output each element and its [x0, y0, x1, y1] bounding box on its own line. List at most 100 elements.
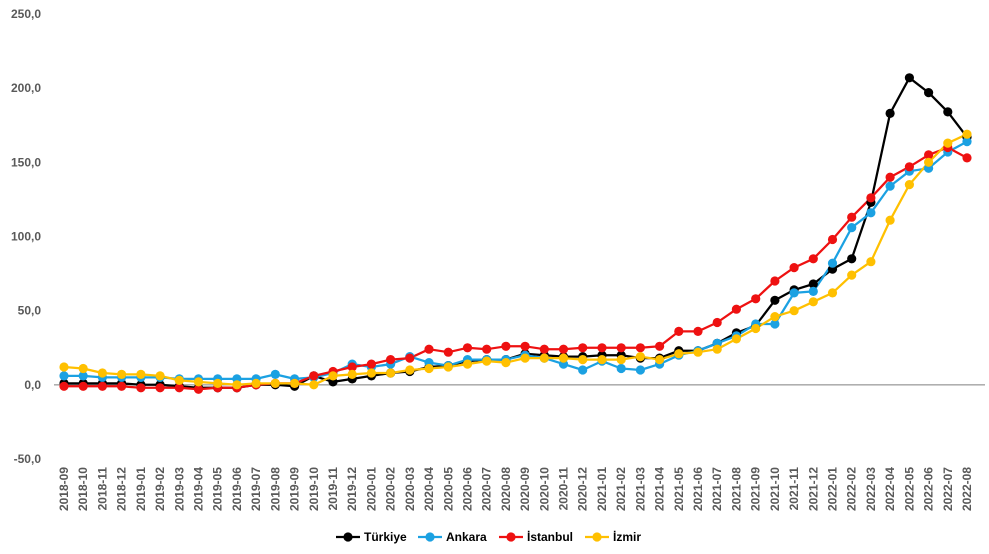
x-tick-label: 2019-02	[153, 467, 167, 511]
data-point	[885, 215, 895, 225]
data-point	[136, 383, 146, 393]
x-tick-label: 2021-02	[614, 467, 628, 511]
x-tick-label: 2019-03	[172, 467, 186, 511]
legend-label: Ankara	[446, 530, 487, 544]
data-point	[924, 150, 934, 160]
data-point	[405, 365, 415, 375]
data-point	[424, 363, 434, 374]
x-tick-label: 2020-08	[499, 467, 513, 511]
y-tick-label: 200,0	[11, 81, 41, 95]
data-point	[482, 344, 492, 354]
data-point	[270, 378, 280, 388]
data-point	[674, 349, 684, 359]
data-point	[501, 358, 511, 368]
data-point	[59, 362, 69, 372]
data-point	[789, 288, 799, 298]
data-point	[443, 362, 453, 372]
data-point	[443, 347, 453, 357]
data-point	[78, 363, 88, 374]
data-point	[789, 263, 799, 273]
data-point	[117, 381, 127, 391]
x-tick-label: 2019-06	[230, 467, 244, 511]
data-point	[405, 353, 415, 363]
x-tick-label: 2021-07	[710, 467, 724, 511]
data-point	[117, 369, 127, 379]
data-point	[770, 319, 780, 329]
data-point	[290, 378, 300, 388]
x-tick-label: 2020-01	[364, 467, 378, 511]
data-point	[193, 377, 204, 387]
data-point	[539, 344, 549, 354]
data-point	[731, 334, 742, 344]
data-point	[520, 353, 530, 363]
data-point	[558, 344, 569, 354]
data-point	[904, 162, 915, 172]
data-point	[866, 208, 876, 218]
legend: Türkiye Ankara İstanbul İzmir	[336, 529, 641, 544]
data-point	[347, 362, 357, 372]
x-tick-label: 2022-07	[941, 467, 955, 511]
data-point	[616, 355, 626, 365]
data-point	[655, 355, 665, 365]
legend-label: İzmir	[613, 529, 641, 544]
data-point	[578, 343, 588, 353]
data-point	[885, 108, 895, 118]
x-tick-label: 2018-09	[57, 467, 71, 511]
data-point	[885, 181, 895, 191]
x-tick-label: 2020-04	[422, 467, 436, 511]
x-tick-label: 2021-01	[595, 467, 609, 511]
data-point	[770, 312, 780, 322]
data-point	[655, 341, 665, 351]
data-point	[616, 343, 626, 353]
data-point	[847, 212, 857, 222]
x-tick-label: 2018-12	[115, 467, 129, 511]
data-point	[962, 153, 972, 163]
legend-label: Türkiye	[364, 530, 407, 544]
data-point	[539, 353, 549, 363]
data-point	[309, 371, 319, 381]
x-tick-label: 2022-03	[864, 467, 878, 511]
data-point	[59, 381, 69, 391]
y-tick-label: 50,0	[18, 304, 42, 318]
legend-swatch-marker	[343, 532, 353, 542]
data-point	[962, 129, 972, 139]
x-tick-label: 2020-02	[384, 467, 398, 511]
x-tick-label: 2018-11	[95, 467, 109, 511]
x-tick-label: 2019-08	[268, 467, 282, 511]
data-point	[193, 384, 204, 394]
legend-swatch-marker	[592, 532, 602, 542]
data-point	[558, 353, 569, 363]
series-line-0	[64, 76, 968, 389]
data-point	[155, 371, 165, 381]
x-tick-label: 2020-07	[480, 467, 494, 511]
data-point	[847, 223, 857, 233]
data-point	[578, 355, 588, 365]
data-point	[808, 254, 818, 264]
x-tick-label: 2020-10	[537, 467, 551, 511]
data-point	[924, 157, 934, 167]
data-point	[635, 343, 646, 353]
data-point	[693, 347, 703, 357]
x-tick-label: 2019-12	[345, 467, 359, 511]
data-point	[674, 326, 684, 336]
x-tick-label: 2021-11	[787, 467, 801, 511]
data-point	[770, 295, 780, 305]
x-tick-label: 2021-08	[729, 467, 743, 511]
x-tick-label: 2018-10	[76, 467, 90, 511]
data-point	[943, 107, 953, 117]
x-tick-label: 2019-11	[326, 467, 340, 511]
y-tick-label: 150,0	[11, 155, 41, 169]
data-point	[712, 317, 722, 328]
x-tick-label: 2020-09	[518, 467, 532, 511]
data-point	[789, 306, 799, 316]
data-point	[885, 172, 895, 182]
data-point	[616, 363, 626, 374]
data-point	[597, 355, 607, 365]
data-point	[501, 341, 511, 351]
x-tick-label: 2020-12	[576, 467, 590, 511]
y-tick-label: 100,0	[11, 230, 41, 244]
data-point	[232, 380, 242, 390]
y-tick-label: -50,0	[14, 452, 42, 466]
data-point	[808, 297, 818, 307]
